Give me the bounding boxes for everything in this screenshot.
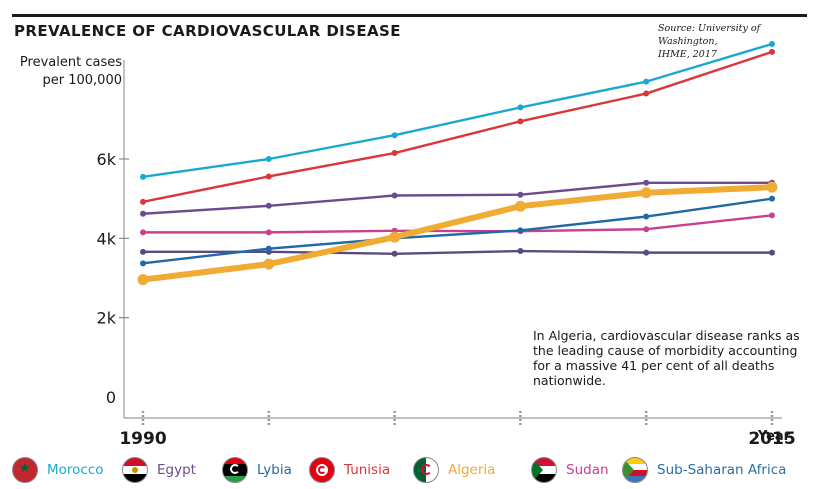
x-tick-label: 2015 [748,429,795,449]
data-point-morocco [140,173,146,180]
data-point-egypt [265,202,272,209]
data-point-tunisia [140,198,146,205]
data-point-algeria [389,231,401,243]
legend-item-algeria: Algeria [413,455,495,485]
legend-item-egypt: Egypt [122,455,196,485]
data-point-egypt [140,210,146,217]
series-line-morocco [141,42,774,179]
series-line-lybia [141,197,774,265]
legend: ★ Morocco Egypt Lybia Tunisia Algeria Su… [12,455,812,485]
data-point-sub-saharan-africa [643,249,650,256]
egypt-flag-icon [122,457,148,483]
data-point-tunisia [265,173,272,180]
data-point-tunisia [643,90,650,97]
data-point-lybia [265,245,272,252]
source-note: Source: University of Washington, IHME, … [658,22,818,61]
legend-label: Morocco [47,462,104,478]
data-point-lybia [769,195,775,202]
y-tick-label: 6k [97,150,117,169]
data-point-egypt [517,191,524,198]
x-tick-label: 1990 [119,429,166,449]
legend-label: Egypt [157,462,196,478]
legend-item-morocco: ★ Morocco [12,455,104,485]
data-point-tunisia [391,150,398,157]
y-tick-label: 4k [97,229,117,248]
algeria-flag-icon [413,457,439,483]
sub-saharan-africa-flag-icon [622,457,648,483]
data-point-morocco [769,40,775,47]
data-point-sudan [769,212,775,219]
legend-label: Sub-Saharan Africa [657,462,787,478]
series-line-tunisia [141,50,774,204]
sudan-flag-icon [531,457,557,483]
legend-item-sub-saharan-africa: Sub-Saharan Africa [622,455,786,485]
data-point-lybia [140,260,146,267]
morocco-flag-icon: ★ [12,457,38,483]
tunisia-flag-icon [309,457,335,483]
data-point-algeria [137,274,149,286]
series-line-algeria [140,184,775,283]
data-point-morocco [391,132,398,139]
data-point-sub-saharan-africa [517,248,524,255]
legend-item-lybia: Lybia [222,455,292,485]
data-point-sudan [643,226,650,233]
series-line-egypt [141,181,774,215]
y-tick-label: 2k [97,309,117,328]
data-point-algeria [640,187,652,199]
data-point-algeria [766,181,778,193]
legend-item-sudan: Sudan [531,455,609,485]
data-point-sub-saharan-africa [391,250,398,257]
data-point-morocco [643,78,650,85]
annotation-text: In Algeria, cardiovascular disease ranks… [533,328,800,388]
y-axis-title: Prevalent cases per 100,000 [12,54,122,90]
legend-label: Algeria [448,462,496,478]
x-tick-label: Year [757,429,791,444]
y-tick-label: 0 [106,388,116,407]
libya-flag-icon [222,457,248,483]
data-point-sub-saharan-africa [140,248,146,255]
y-axis-title-line-1: Prevalent cases [19,55,122,70]
data-point-morocco [265,156,272,162]
legend-label: Tunisia [344,462,391,478]
legend-label: Sudan [566,462,609,478]
data-point-egypt [643,179,650,186]
data-point-lybia [517,227,524,234]
y-axis-title-line-2: per 100,000 [42,73,123,88]
data-point-tunisia [769,48,775,55]
data-point-algeria [514,200,526,212]
data-point-algeria [263,258,275,270]
source-line-1: Source: University of Washington, [658,23,761,47]
data-point-tunisia [517,118,524,125]
data-point-sudan [265,229,272,236]
chart-title: PREVALENCE OF CARDIOVASCULAR DISEASE [14,22,401,40]
data-point-lybia [643,213,650,220]
legend-item-tunisia: Tunisia [309,455,390,485]
data-point-sudan [140,229,146,236]
legend-label: Lybia [257,462,292,478]
data-point-egypt [391,192,398,199]
series-line-sudan [141,214,774,234]
data-point-sub-saharan-africa [769,249,775,256]
top-rule [12,14,807,17]
data-point-morocco [517,104,524,111]
source-line-2: IHME, 2017 [658,49,717,60]
